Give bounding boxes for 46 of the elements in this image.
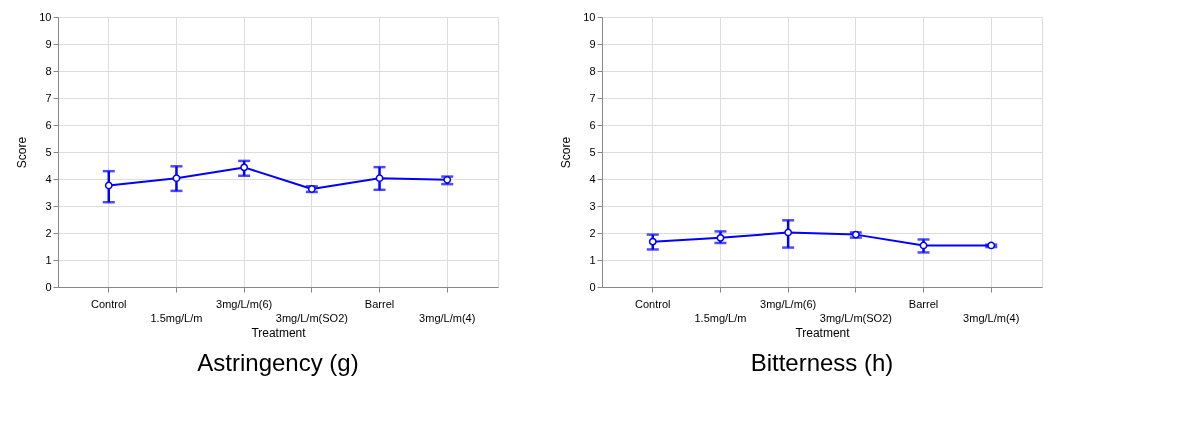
- x-tick-label: 3mg/L/m(4): [419, 311, 476, 324]
- y-tick-label: 6: [45, 118, 52, 131]
- x-tick-label: 3mg/L/m(6): [760, 297, 817, 310]
- point: [375, 174, 384, 183]
- x-tick-label: Control: [635, 297, 671, 310]
- y-tick-label: 4: [45, 172, 52, 185]
- y-tick-label: 7: [45, 91, 52, 104]
- text: Astringency (g): [197, 349, 359, 376]
- x-tick-label: Control: [91, 297, 127, 310]
- x-tick-label: 3mg/L/m(SO2): [275, 311, 348, 324]
- y-tick-label: 3: [45, 199, 52, 212]
- y-tick-label: 9: [45, 37, 52, 50]
- x-axis-title: Treatment: [795, 325, 851, 340]
- y-tick-label: 9: [589, 37, 596, 50]
- x-tick-label: 1.5mg/L/m: [150, 311, 203, 324]
- point: [784, 228, 793, 237]
- y-tick-label: 10: [583, 10, 596, 23]
- x-axis-title: Treatment: [251, 325, 307, 340]
- x-tick-label: Barrel: [364, 297, 395, 310]
- point: [648, 237, 657, 246]
- y-tick-label: 2: [589, 226, 596, 239]
- y-tick-label: 1: [45, 253, 52, 266]
- text: Bitterness (h): [750, 349, 894, 376]
- x-tick-label: 3mg/L/m(4): [963, 311, 1020, 324]
- y-tick-label: 0: [589, 280, 596, 293]
- y-axis-title: Score: [15, 136, 30, 169]
- y-tick-label: 0: [45, 280, 52, 293]
- y-tick-label: 6: [589, 118, 596, 131]
- y-tick-label: 4: [589, 172, 596, 185]
- point: [172, 174, 181, 183]
- y-tick-label: 2: [45, 226, 52, 239]
- point: [240, 163, 249, 172]
- x-tick-label: 3mg/L/m(6): [216, 297, 273, 310]
- y-tick-label: 5: [45, 145, 52, 158]
- point: [104, 181, 113, 190]
- y-axis-title: Score: [559, 136, 574, 169]
- x-tick-label: 1.5mg/L/m: [694, 311, 747, 324]
- y-tick-label: 1: [589, 253, 596, 266]
- x-tick-label: Barrel: [908, 297, 939, 310]
- y-tick-label: 5: [589, 145, 596, 158]
- y-tick-label: 10: [39, 10, 52, 23]
- x-tick-label: 3mg/L/m(SO2): [819, 311, 892, 324]
- y-tick-label: 3: [589, 199, 596, 212]
- y-tick-label: 8: [45, 64, 52, 77]
- y-tick-label: 7: [589, 91, 596, 104]
- y-tick-label: 8: [589, 64, 596, 77]
